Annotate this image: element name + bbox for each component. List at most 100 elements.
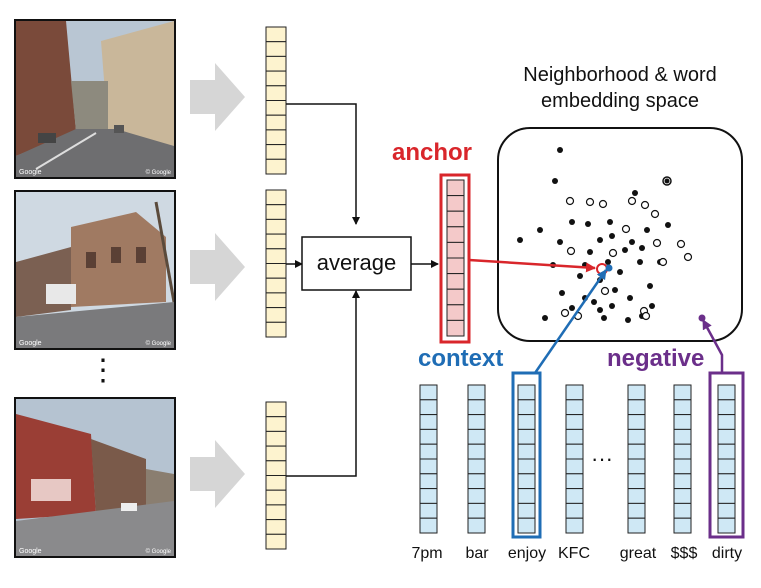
vector-cell [627,502,646,519]
anchor-label: anchor [392,139,473,166]
vector-cell [673,443,692,460]
vector-cell [446,195,465,212]
vector-cell [627,414,646,430]
word-vector-7pm [419,384,438,534]
vector-cell [265,218,287,235]
vector-cell [419,414,438,430]
embedding-point [569,219,575,225]
embedding-point [629,239,635,245]
embedding-point-hollow [566,246,576,256]
negative-highlight-frame [708,371,745,539]
embedding-point [639,245,645,251]
big-arrows [190,63,245,508]
vector-cell [717,428,736,445]
image-vector-2 [265,189,287,338]
vector-cell [467,384,486,401]
embedding-point-hollow [621,224,631,234]
big-arrow-2 [190,233,245,301]
embedding-point [622,247,628,253]
connector-top [286,103,360,225]
vector-cell [446,304,465,321]
embedding-point [587,249,593,255]
vector-cell [265,100,287,116]
vector-cell [265,114,287,131]
vector-cell [265,519,287,535]
anchor-arrow [468,258,596,273]
embedding-point [559,290,565,296]
vector-cell [265,158,287,175]
vector-cell [565,517,584,534]
vector-cell [717,443,736,460]
vector-cell [673,414,692,430]
vector-cell [265,248,287,265]
vector-cell [673,473,692,490]
word-label-bar: bar [465,545,489,562]
embedding-point [517,237,523,243]
word-vector-dollars [673,384,692,534]
embedding-point-hollow [652,238,662,248]
vector-cell [467,488,486,504]
embedding-point [644,227,650,233]
average-box [301,236,412,291]
word-vector-bar [467,384,486,534]
embedding-point [625,317,631,323]
image-vectors [265,26,287,550]
vector-cell [717,458,736,475]
embedding-point [552,178,558,184]
vector-cell [265,292,287,309]
vector-cell [467,399,486,416]
word-label-7pm: 7pm [411,545,443,562]
vector-cell [627,488,646,504]
embedding-point [542,315,548,321]
vector-cell [419,428,438,445]
image-vector-3 [265,401,287,550]
vector-cell [565,414,584,430]
vector-cell [565,473,584,490]
vector-cell [627,384,646,401]
vector-cell [446,226,465,243]
embedding-point-hollow [565,196,575,206]
vector-cell [467,428,486,445]
vector-cell [627,443,646,460]
vector-cell [517,384,536,401]
vector-cell [717,517,736,534]
vector-cell [419,384,438,401]
vector-cell [446,210,465,228]
vector-cell [565,443,584,460]
embedding-point [617,269,623,275]
vector-cell [265,189,287,206]
embedding-point-hollow [608,248,618,258]
embedding-point [601,315,607,321]
vector-cell [565,502,584,519]
embedding-point [591,299,597,305]
vector-cell [673,399,692,416]
vector-cell [673,488,692,504]
vector-cell [265,416,287,432]
vector-cell [446,241,465,259]
context-point [605,264,613,272]
embedding-point-hollow [560,308,570,318]
connector-bottom [286,290,360,477]
vector-cell [265,129,287,146]
vector-cell [565,458,584,475]
embedding-point [607,219,613,225]
embedding-point [632,190,638,196]
embedding-point-hollow [650,209,660,219]
vector-cell [265,263,287,279]
vector-cell [565,399,584,416]
embedding-title-line1: Neighborhood & word [523,64,717,86]
vector-cell [673,384,692,401]
vector-cell [517,399,536,416]
vector-cell [265,489,287,506]
google-watermark: Google [19,548,42,555]
word-vector-great [627,384,646,534]
word-vector-kfc [565,384,584,534]
anchor-vector [446,179,465,337]
vector-cell [265,70,287,87]
vector-cell [265,277,287,294]
street-photo-2: Google © Google [14,190,176,350]
vector-cell [265,204,287,220]
embedding-point [569,305,575,311]
